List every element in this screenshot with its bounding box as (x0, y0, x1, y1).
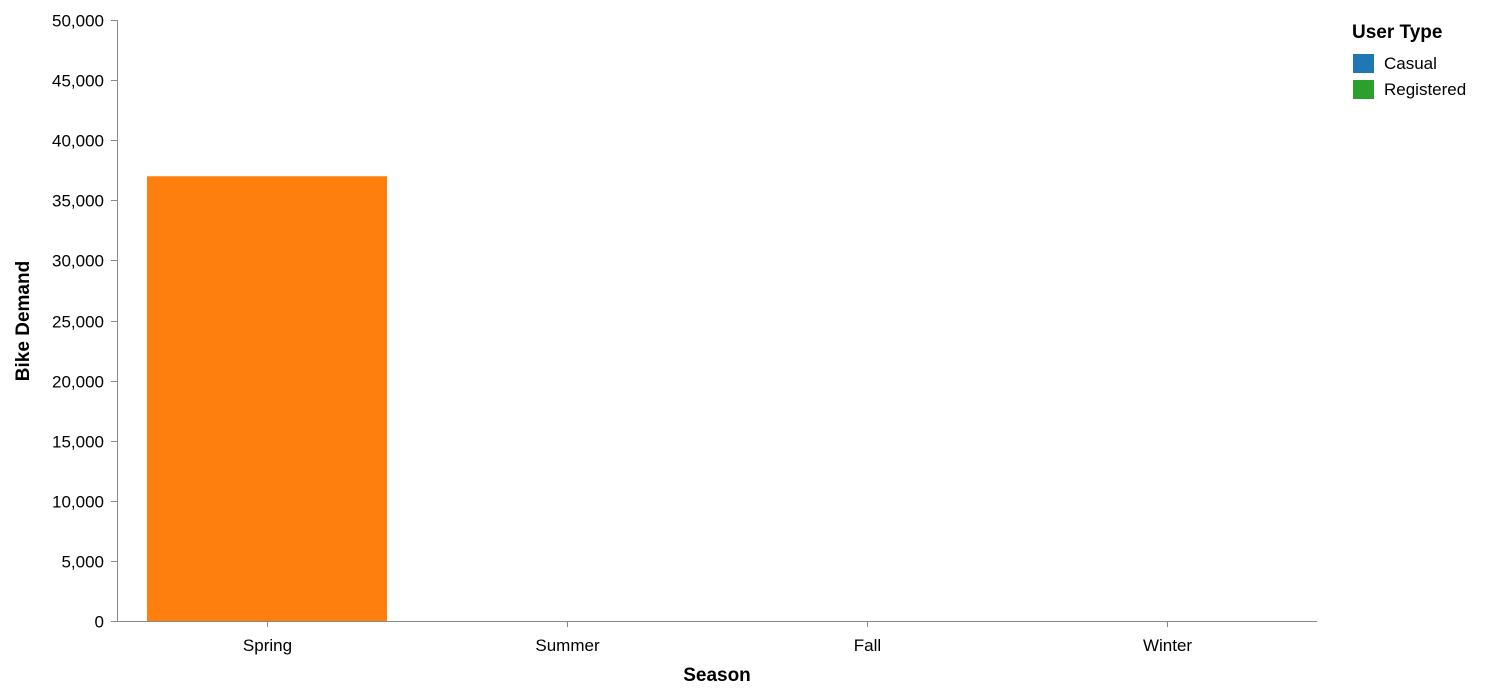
legend-title: User Type (1352, 22, 1442, 43)
bars (147, 176, 387, 621)
legend-label-registered: Registered (1384, 80, 1466, 99)
legend: User Type Casual Registered (1352, 22, 1466, 99)
x-axis: Spring Summer Fall Winter (117, 621, 1317, 655)
y-tick-label: 50,000 (52, 12, 104, 31)
x-tick-label-spring: Spring (243, 636, 292, 655)
legend-label-casual: Casual (1384, 54, 1437, 73)
y-tick-label: 15,000 (52, 433, 104, 452)
y-axis-title: Bike Demand (13, 261, 34, 381)
x-tick-label-winter: Winter (1143, 636, 1192, 655)
x-tick-label-summer: Summer (535, 636, 600, 655)
y-tick-label: 5,000 (61, 553, 104, 572)
legend-swatch-registered (1353, 80, 1374, 99)
y-tick-label: 35,000 (52, 192, 104, 211)
x-axis-title: Season (683, 665, 751, 686)
y-axis: 0 5,000 10,000 15,000 20,000 25,000 30,000 35,0… (52, 12, 118, 632)
bar-spring (147, 176, 387, 621)
y-tick-label: 25,000 (52, 313, 104, 332)
y-tick-label: 20,000 (52, 373, 104, 392)
y-tick-label: 40,000 (52, 132, 104, 151)
legend-swatch-casual (1353, 54, 1374, 73)
x-tick-label-fall: Fall (854, 636, 881, 655)
y-tick-label: 10,000 (52, 493, 104, 512)
y-tick-label: 45,000 (52, 72, 104, 91)
y-tick-label: 30,000 (52, 252, 104, 271)
y-tick-label: 0 (95, 613, 104, 632)
